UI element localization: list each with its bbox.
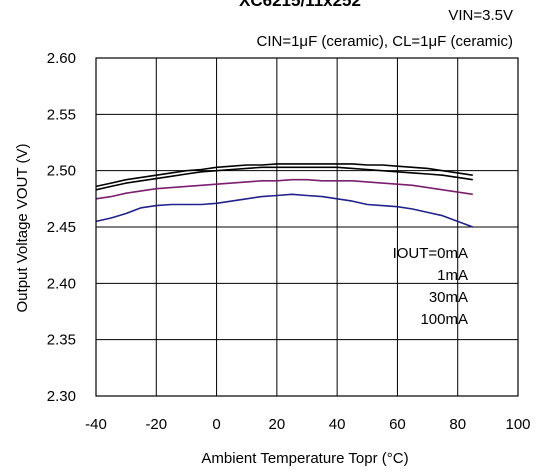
series-line bbox=[95, 163, 473, 188]
x-tick-labels: -40 -20 0 20 40 60 80 100 bbox=[85, 416, 530, 433]
legend-label: 30mA bbox=[429, 289, 468, 306]
y-tick-label: 2.55 bbox=[47, 106, 76, 123]
plot-frame bbox=[95, 57, 519, 397]
y-axis-label: Output Voltage VOUT (V) bbox=[14, 144, 31, 313]
y-tick-label: 2.50 bbox=[47, 163, 76, 180]
legend: IOUT=0mA 1mA 30mA 100mA bbox=[393, 245, 468, 328]
x-tick-label: 80 bbox=[449, 416, 466, 433]
condition-vin: VIN=3.5V bbox=[448, 7, 513, 24]
x-axis-label: Ambient Temperature Topr (°C) bbox=[201, 450, 408, 467]
x-tick-label: 0 bbox=[212, 416, 220, 433]
y-tick-label: 2.30 bbox=[47, 388, 76, 405]
y-tick-label: 2.40 bbox=[47, 275, 76, 292]
grid bbox=[95, 57, 519, 397]
y-tick-label: 2.45 bbox=[47, 219, 76, 236]
y-tick-label: 2.60 bbox=[47, 50, 76, 67]
series-line bbox=[95, 193, 474, 228]
x-tick-label: -20 bbox=[145, 416, 167, 433]
legend-label: 1mA bbox=[437, 267, 468, 284]
chart-title: XC6215/11x252 bbox=[239, 0, 361, 10]
x-tick-label: 60 bbox=[389, 416, 406, 433]
x-tick-label: 20 bbox=[269, 416, 286, 433]
legend-label: 100mA bbox=[420, 311, 468, 328]
x-tick-label: 100 bbox=[505, 416, 530, 433]
y-tick-labels: 2.30 2.35 2.40 2.45 2.50 2.55 2.60 bbox=[47, 50, 76, 405]
y-tick-label: 2.35 bbox=[47, 332, 76, 349]
series-line bbox=[95, 166, 473, 191]
series-lines bbox=[95, 163, 474, 228]
x-tick-label: 40 bbox=[329, 416, 346, 433]
x-tick-label: -40 bbox=[85, 416, 107, 433]
series-line bbox=[95, 178, 473, 200]
legend-label: IOUT=0mA bbox=[393, 245, 468, 262]
condition-caps: CIN=1μF (ceramic), CL=1μF (ceramic) bbox=[257, 33, 514, 50]
